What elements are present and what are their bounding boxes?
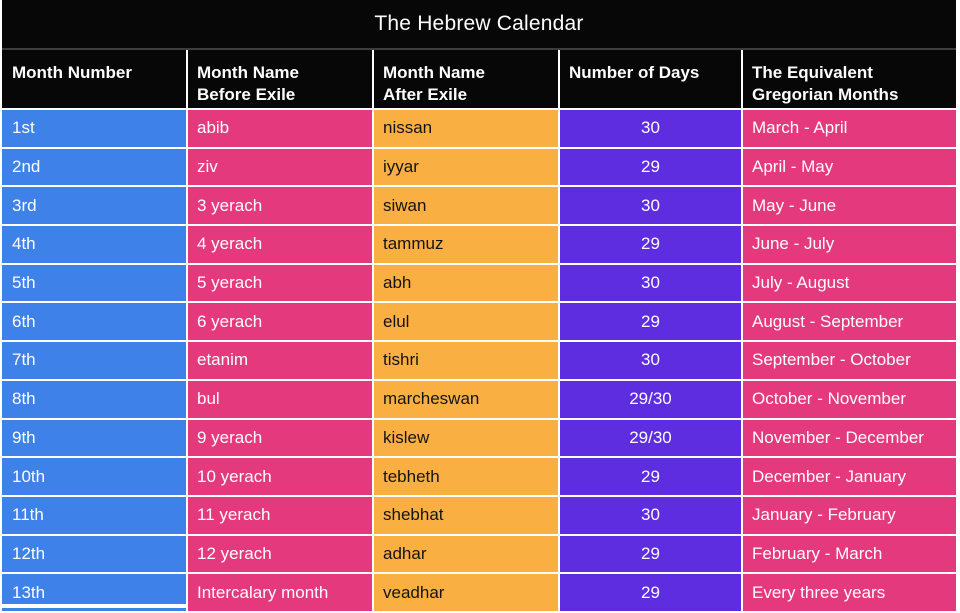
cell-name-after-exile: tammuz: [374, 226, 558, 263]
cell-name-after-exile: shebhat: [374, 496, 558, 534]
cell-number-of-days: 29/30: [560, 380, 741, 418]
cell-gregorian-months: October - November: [743, 380, 956, 418]
cell-name-before-exile: 5 yerach: [188, 264, 372, 302]
cell-number-of-days: 29/30: [560, 419, 741, 457]
cell-name-before-exile: 9 yerach: [188, 419, 372, 457]
cell-gregorian-months: September - October: [743, 342, 956, 379]
cell-month-number: 7th: [2, 342, 186, 379]
cell-gregorian-months: January - February: [743, 496, 956, 534]
cell-name-before-exile: ziv: [188, 148, 372, 186]
cell-month-number: 4th: [2, 226, 186, 263]
cell-number-of-days: 30: [560, 496, 741, 534]
cell-gregorian-months: August - September: [743, 303, 956, 341]
table-title: The Hebrew Calendar: [374, 12, 584, 35]
table-row: 12th 12 yerach adhar 29 February - March: [2, 535, 956, 575]
cell-name-before-exile: 6 yerach: [188, 303, 372, 341]
cell-name-after-exile: veadhar: [374, 574, 558, 611]
cell-name-after-exile: adhar: [374, 535, 558, 573]
table-row: 11th 11 yerach shebhat 30 January - Febr…: [2, 496, 956, 536]
cell-name-before-exile: etanim: [188, 342, 372, 379]
cell-number-of-days: 29: [560, 303, 741, 341]
cell-month-number: 3rd: [2, 187, 186, 225]
cell-number-of-days: 30: [560, 187, 741, 225]
header-name-after-exile: Month Name After Exile: [374, 50, 558, 108]
cell-number-of-days: 30: [560, 342, 741, 379]
cell-name-after-exile: elul: [374, 303, 558, 341]
cell-gregorian-months: July - August: [743, 264, 956, 302]
table-row: 4th 4 yerach tammuz 29 June - July: [2, 226, 956, 265]
cell-name-after-exile: tishri: [374, 342, 558, 379]
header-gregorian-months: The Equivalent Gregorian Months: [743, 50, 956, 108]
table-row: 9th 9 yerach kislew 29/30 November - Dec…: [2, 419, 956, 459]
bottom-edge-mask: [2, 604, 186, 608]
table-row: 2nd ziv iyyar 29 April - May: [2, 148, 956, 188]
header-month-number: Month Number: [2, 50, 186, 108]
table-title-bar: The Hebrew Calendar: [2, 0, 956, 48]
cell-name-before-exile: 11 yerach: [188, 496, 372, 534]
cell-month-number: 5th: [2, 264, 186, 302]
table-row: 6th 6 yerach elul 29 August - September: [2, 303, 956, 343]
cell-number-of-days: 30: [560, 264, 741, 302]
cell-gregorian-months: February - March: [743, 535, 956, 573]
table-row: 3rd 3 yerach siwan 30 May - June: [2, 187, 956, 227]
cell-name-before-exile: bul: [188, 380, 372, 418]
cell-name-after-exile: kislew: [374, 419, 558, 457]
cell-gregorian-months: June - July: [743, 226, 956, 263]
cell-month-number: 9th: [2, 419, 186, 457]
cell-number-of-days: 29: [560, 458, 741, 495]
cell-month-number: 11th: [2, 496, 186, 534]
table-row: 10th 10 yerach tebheth 29 December - Jan…: [2, 458, 956, 497]
cell-number-of-days: 29: [560, 574, 741, 611]
table-row: 5th 5 yerach abh 30 July - August: [2, 264, 956, 304]
cell-gregorian-months: Every three years: [743, 574, 956, 611]
table-header-row: Month Number Month Name Before Exile Mon…: [2, 48, 956, 110]
cell-name-before-exile: 4 yerach: [188, 226, 372, 263]
cell-name-before-exile: 10 yerach: [188, 458, 372, 495]
table-body: 1st abib nissan 30 March - April 2nd ziv…: [2, 110, 956, 613]
cell-name-after-exile: abh: [374, 264, 558, 302]
cell-name-after-exile: tebheth: [374, 458, 558, 495]
cell-name-after-exile: iyyar: [374, 148, 558, 186]
cell-month-number: 2nd: [2, 148, 186, 186]
table-row: 1st abib nissan 30 March - April: [2, 110, 956, 149]
cell-month-number: 10th: [2, 458, 186, 495]
cell-number-of-days: 29: [560, 148, 741, 186]
cell-gregorian-months: May - June: [743, 187, 956, 225]
cell-gregorian-months: March - April: [743, 110, 956, 147]
cell-month-number: 12th: [2, 535, 186, 573]
cell-month-number: 1st: [2, 110, 186, 147]
cell-gregorian-months: December - January: [743, 458, 956, 495]
cell-number-of-days: 30: [560, 110, 741, 147]
table-row: 7th etanim tishri 30 September - October: [2, 342, 956, 381]
cell-name-before-exile: 12 yerach: [188, 535, 372, 573]
header-name-before-exile: Month Name Before Exile: [188, 50, 372, 108]
cell-month-number: 6th: [2, 303, 186, 341]
cell-name-before-exile: Intercalary month: [188, 574, 372, 611]
cell-gregorian-months: April - May: [743, 148, 956, 186]
cell-number-of-days: 29: [560, 535, 741, 573]
header-number-of-days: Number of Days: [560, 50, 741, 108]
cell-name-after-exile: nissan: [374, 110, 558, 147]
table-row: 8th bul marcheswan 29/30 October - Novem…: [2, 380, 956, 420]
cell-name-after-exile: siwan: [374, 187, 558, 225]
cell-number-of-days: 29: [560, 226, 741, 263]
cell-month-number: 8th: [2, 380, 186, 418]
cell-gregorian-months: November - December: [743, 419, 956, 457]
cell-name-before-exile: abib: [188, 110, 372, 147]
cell-name-after-exile: marcheswan: [374, 380, 558, 418]
cell-name-before-exile: 3 yerach: [188, 187, 372, 225]
